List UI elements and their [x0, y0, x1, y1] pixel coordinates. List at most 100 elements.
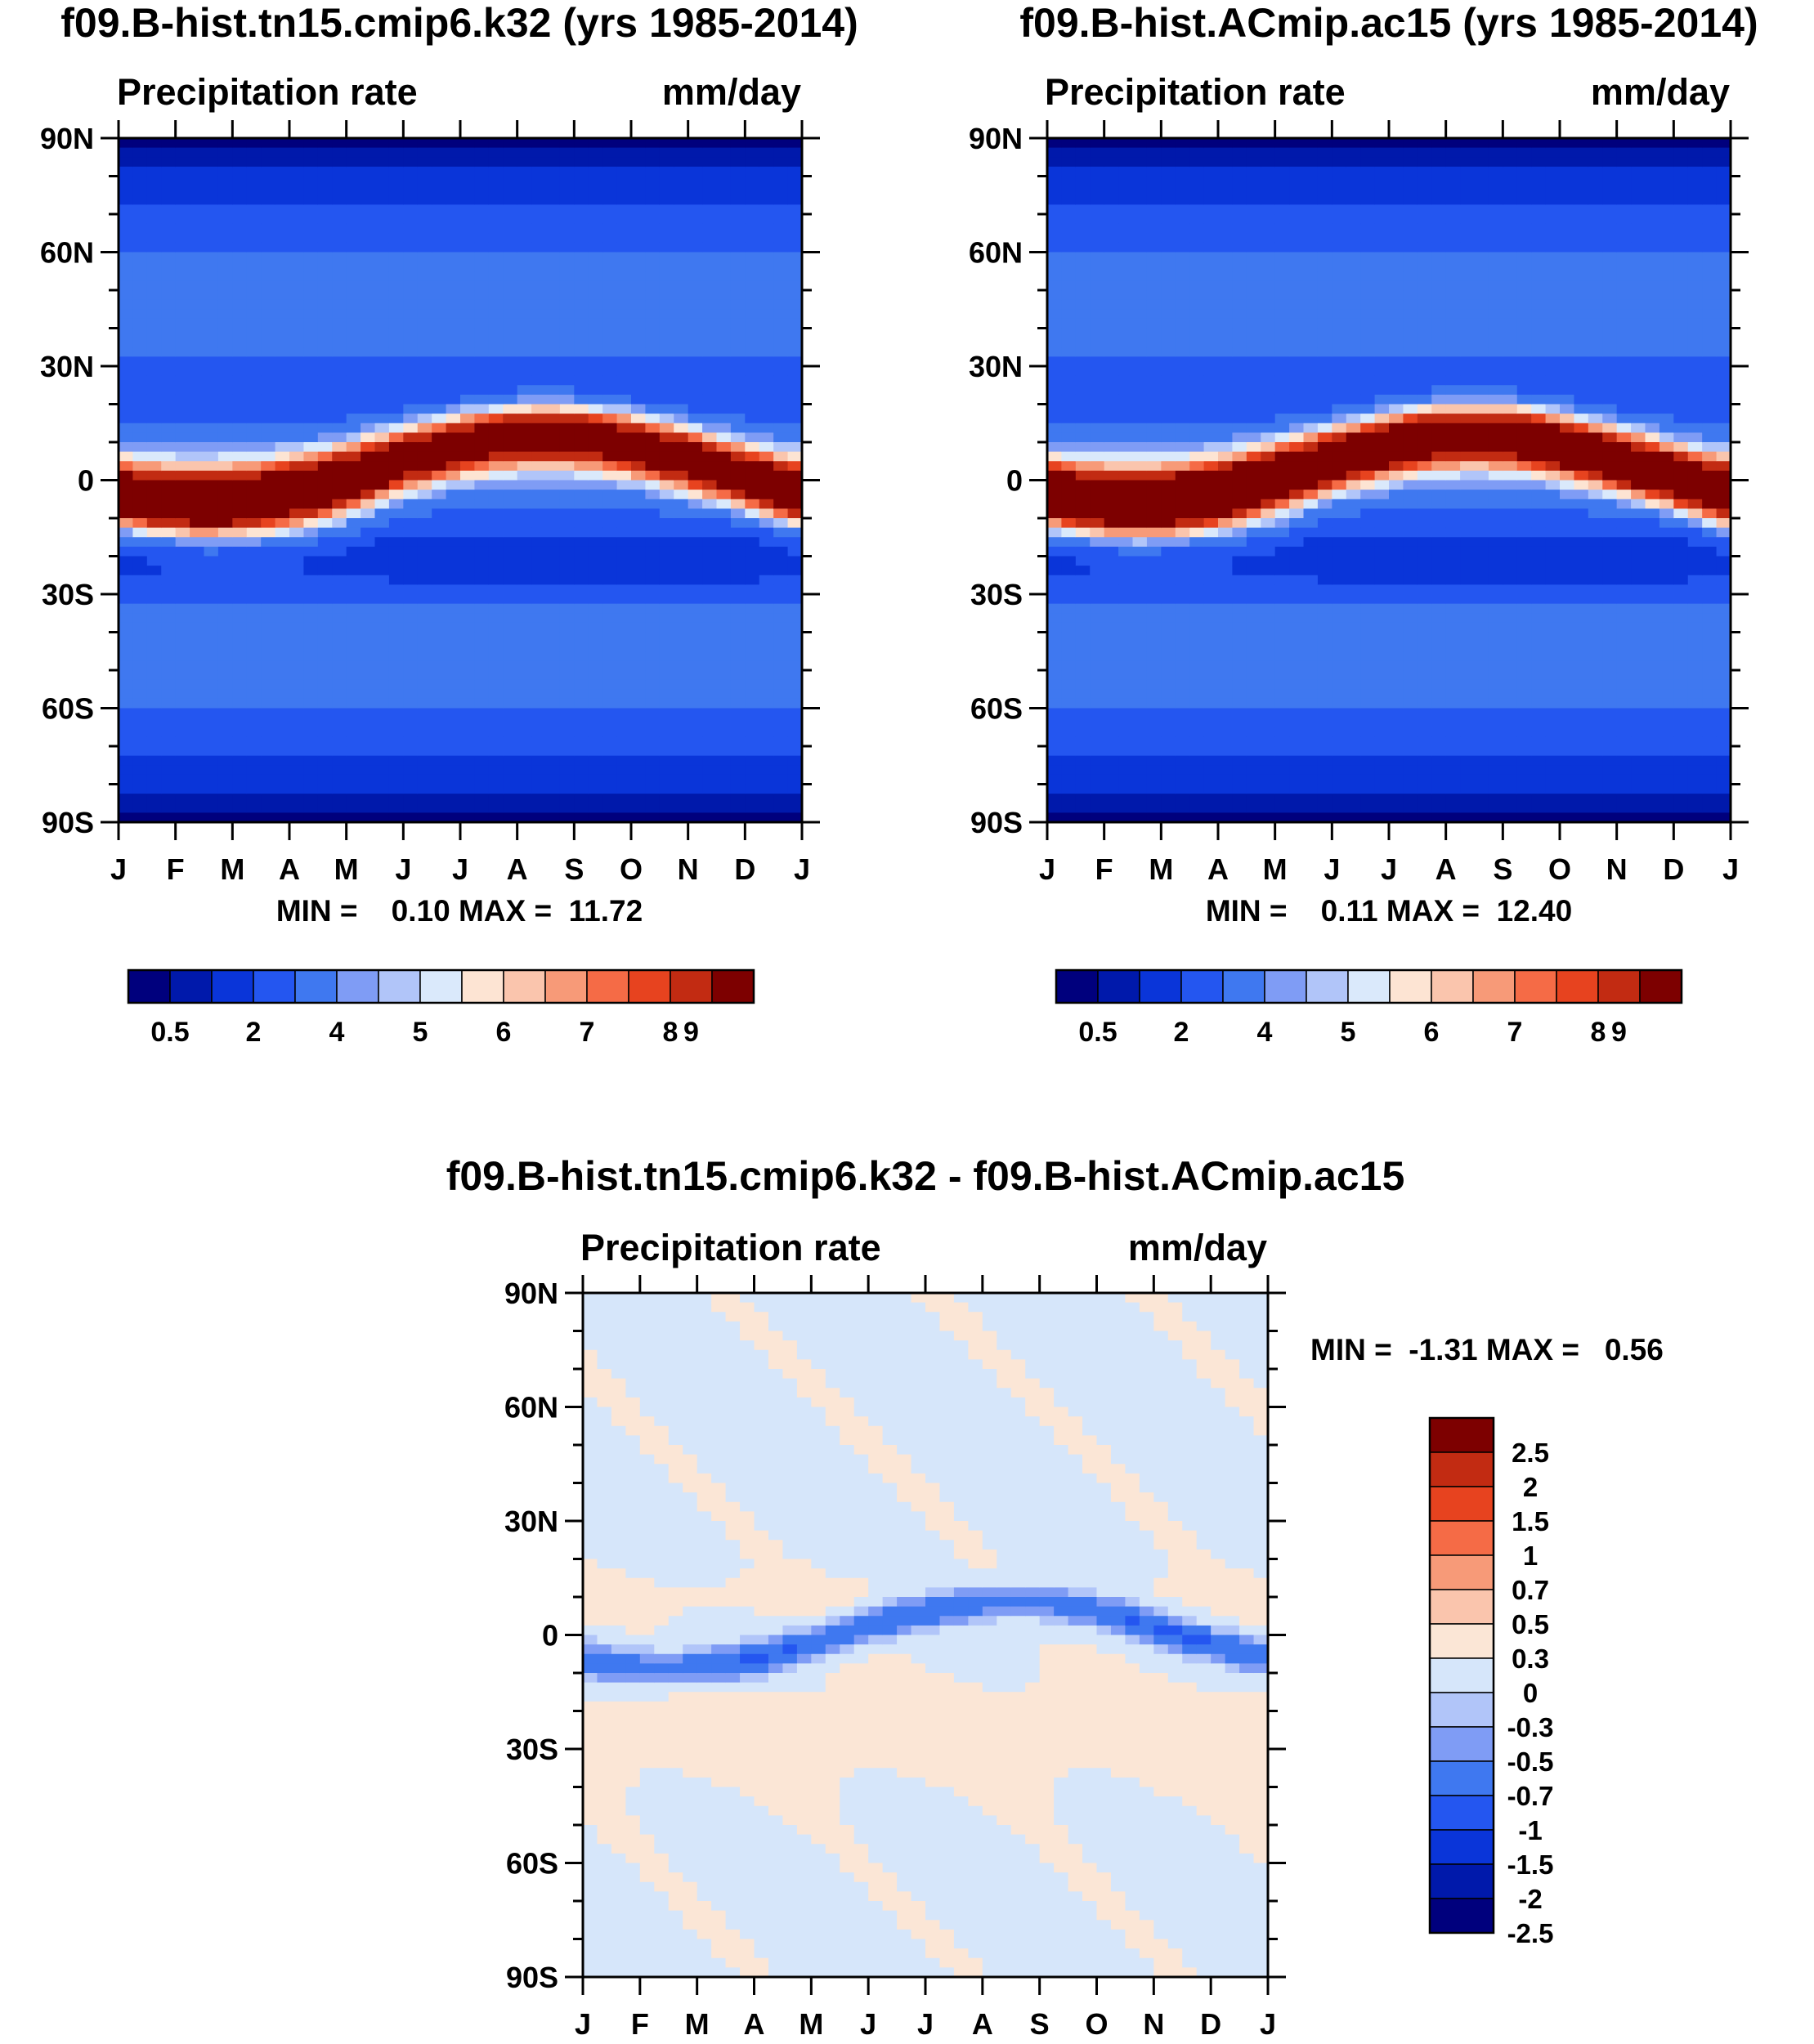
heatmap-cell: [190, 432, 205, 443]
heatmap-cell: [1104, 774, 1119, 785]
heatmap-cell: [730, 242, 746, 253]
heatmap-cell: [132, 299, 148, 310]
heatmap-cell: [474, 262, 490, 272]
heatmap-cell: [1203, 394, 1219, 405]
heatmap-cell: [132, 233, 148, 244]
heatmap-cell: [132, 356, 148, 367]
heatmap-cell: [1104, 632, 1119, 642]
heatmap-cell: [1218, 280, 1234, 291]
heatmap-cell: [474, 480, 490, 490]
heatmap-cell: [645, 727, 661, 737]
heatmap-cell: [374, 508, 390, 519]
heatmap-cell: [1146, 803, 1162, 813]
heatmap-cell: [317, 451, 333, 462]
heatmap-cell: [674, 765, 689, 776]
heatmap-cell: [1261, 290, 1276, 301]
heatmap-cell: [417, 280, 432, 291]
heatmap-cell: [332, 736, 347, 747]
heatmap-cell: [1075, 470, 1091, 481]
heatmap-cell: [1047, 812, 1063, 823]
heatmap-cell: [217, 765, 233, 776]
heatmap-cell: [388, 727, 404, 737]
heatmap-cell: [361, 718, 376, 728]
heatmap-cell: [1232, 252, 1247, 262]
heatmap-cell: [1189, 727, 1205, 737]
heatmap-cell: [232, 727, 248, 737]
heatmap-cell: [303, 537, 319, 548]
heatmap-cell: [289, 470, 305, 481]
heatmap-cell: [1104, 423, 1119, 433]
heatmap-cell: [588, 774, 603, 785]
heatmap-cell: [261, 537, 276, 548]
heatmap-cell: [787, 404, 803, 414]
heatmap-cell: [517, 765, 532, 776]
heatmap-cell: [474, 566, 490, 576]
heatmap-cell: [417, 718, 432, 728]
heatmap-cell: [1218, 356, 1234, 367]
panel1-title: f09.B-hist.tn15.cmip6.k32 (yrs 1985-2014…: [60, 0, 858, 46]
heatmap-cell: [217, 442, 233, 453]
heatmap-cell: [403, 347, 419, 357]
heatmap-cell: [574, 318, 589, 329]
heatmap-cell: [204, 186, 219, 196]
heatmap-cell: [1203, 214, 1219, 225]
heatmap-cell: [1132, 765, 1148, 776]
heatmap-cell: [688, 632, 703, 642]
heatmap-cell: [346, 223, 361, 234]
heatmap-cell: [1303, 490, 1319, 500]
heatmap-cell: [190, 784, 205, 794]
heatmap-cell: [1274, 774, 1290, 785]
heatmap-cell: [275, 309, 290, 320]
heatmap-cell: [545, 157, 561, 168]
heatmap-cell: [1203, 803, 1219, 813]
heatmap-cell: [175, 290, 190, 301]
heatmap-cell: [773, 432, 789, 443]
heatmap-cell: [332, 356, 347, 367]
heatmap-cell: [1061, 195, 1077, 205]
heatmap-cell: [1146, 765, 1162, 776]
heatmap-cell: [1132, 252, 1148, 262]
heatmap-cell: [446, 461, 461, 472]
heatmap-cell: [190, 290, 205, 301]
heatmap-cell: [261, 651, 276, 661]
heatmap-cell: [403, 537, 419, 548]
heatmap-cell: [1118, 689, 1134, 700]
heatmap-cell: [702, 432, 718, 443]
heatmap-cell: [488, 195, 504, 205]
heatmap-cell: [631, 470, 647, 481]
heatmap-cell: [659, 451, 674, 462]
heatmap-cell: [403, 423, 419, 433]
heatmap-cell: [1132, 262, 1148, 272]
heatmap-cell: [175, 566, 190, 576]
heatmap-cell: [616, 186, 632, 196]
heatmap-cell: [1189, 603, 1205, 614]
heatmap-cell: [1203, 223, 1219, 234]
heatmap-cell: [1132, 280, 1148, 291]
heatmap-cell: [332, 718, 347, 728]
heatmap-cell: [745, 204, 760, 215]
heatmap-cell: [146, 328, 162, 338]
heatmap-cell: [1303, 147, 1319, 158]
heatmap-cell: [1303, 204, 1319, 215]
heatmap-cell: [417, 451, 432, 462]
heatmap-cell: [1132, 442, 1148, 453]
heatmap-cell: [1146, 280, 1162, 291]
heatmap-cell: [759, 204, 774, 215]
heatmap-cell: [146, 394, 162, 405]
heatmap-cell: [303, 356, 319, 367]
heatmap-cell: [403, 651, 419, 661]
heatmap-cell: [1047, 157, 1063, 168]
heatmap-cell: [332, 432, 347, 443]
heatmap-cell: [1246, 508, 1261, 519]
heatmap-cell: [474, 584, 490, 595]
heatmap-cell: [132, 575, 148, 585]
heatmap-cell: [1132, 613, 1148, 624]
heatmap-cell: [1118, 461, 1134, 472]
heatmap-cell: [275, 794, 290, 804]
heatmap-cell: [374, 204, 390, 215]
heatmap-cell: [702, 385, 718, 396]
heatmap-cell: [1047, 414, 1063, 424]
heatmap-cell: [702, 765, 718, 776]
heatmap-cell: [517, 679, 532, 690]
heatmap-cell: [588, 765, 603, 776]
